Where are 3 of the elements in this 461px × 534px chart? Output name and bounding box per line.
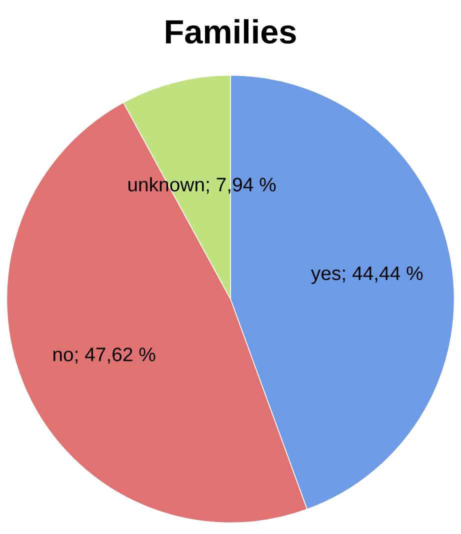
chart-title: Families: [166, 19, 296, 44]
slice-label: no; 47,62 %: [53, 348, 156, 364]
slice-label: yes; 44,44 %: [310, 266, 423, 284]
